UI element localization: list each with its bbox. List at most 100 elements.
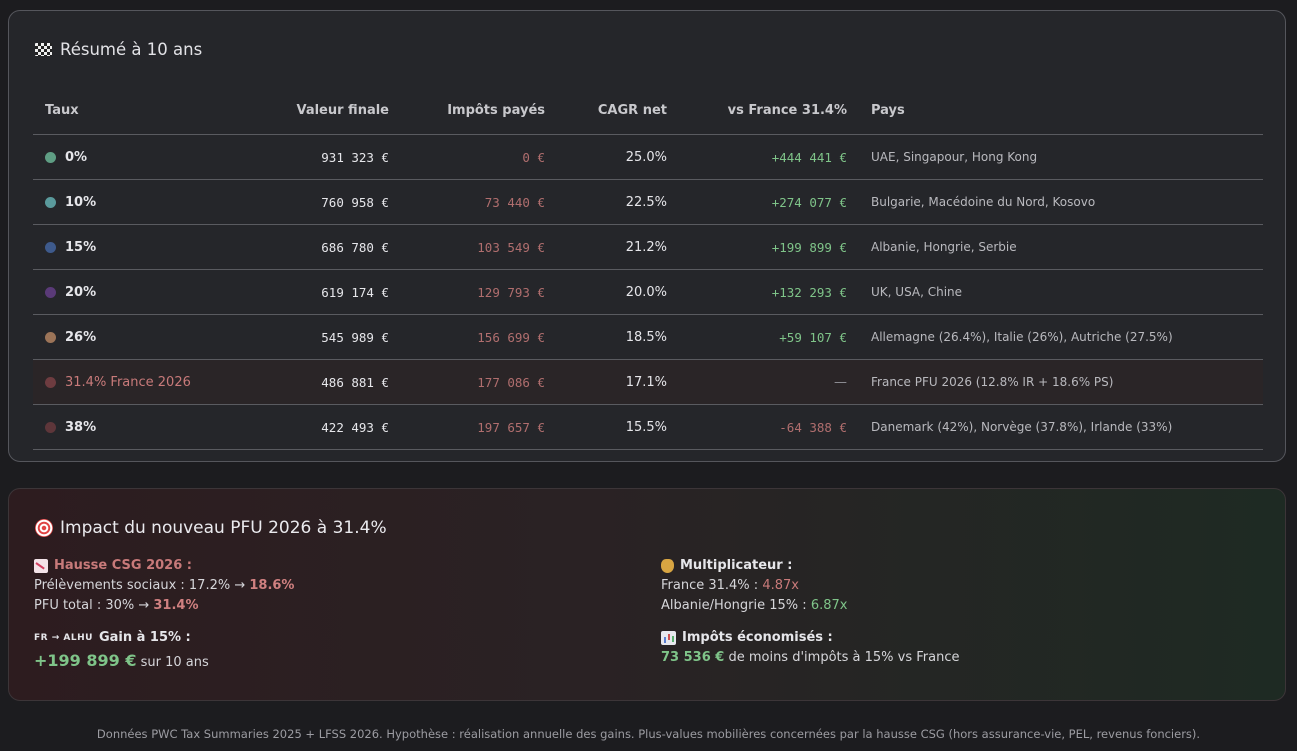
summary-title: Résumé à 10 ans (35, 40, 202, 59)
table-row: 26% 545 989 €156 699 €18.5% +59 107 € Allem… (33, 314, 1263, 360)
summary-card: Résumé à 10 ans Taux Valeur finale Impôt… (8, 10, 1286, 462)
cell-vs-france: +274 077 € (679, 179, 859, 225)
rate-label: 15% (65, 239, 97, 255)
rate-color-dot (45, 376, 56, 388)
cell-cagr: 25.0% (557, 134, 679, 180)
multiplier-france-value: 4.87x (762, 578, 799, 593)
flags-fr-alhu: FR → ALHU (34, 633, 93, 643)
cell-cagr: 22.5% (557, 179, 679, 225)
cell-cagr: 17.1% (557, 359, 679, 405)
cell-taxes-paid: 156 699 € (401, 314, 557, 360)
cell-taxes-paid: 73 440 € (401, 179, 557, 225)
csg-line-pfu-value: 31.4% (153, 598, 199, 613)
cell-vs-france: +59 107 € (679, 314, 859, 360)
cell-countries: Bulgarie, Macédoine du Nord, Kosovo (859, 179, 1263, 225)
cell-rate: 0% (33, 134, 217, 180)
csg-line-pfu: PFU total : 30% → 31.4% (34, 596, 294, 616)
cell-vs-france: +444 441 € (679, 134, 859, 180)
cell-vs-france: +132 293 € (679, 269, 859, 315)
csg-line-pfu-label: PFU total : 30% → (34, 598, 154, 613)
gain-title: FR → ALHU Gain à 15% : (34, 628, 294, 648)
cell-taxes-paid: 177 086 € (401, 359, 557, 405)
rate-color-dot (45, 331, 56, 343)
target-icon (35, 519, 53, 537)
csg-line-social: Prélèvements sociaux : 17.2% → 18.6% (34, 576, 294, 596)
cell-final-value: 545 989 € (217, 314, 401, 360)
multiplier-title: Multiplicateur : (661, 556, 959, 576)
cell-countries: Albanie, Hongrie, Serbie (859, 224, 1263, 270)
rate-label: 0% (65, 149, 88, 165)
chart-decreasing-icon (34, 559, 48, 573)
cell-rate: 38% (33, 404, 217, 450)
gain-line: +199 899 € sur 10 ans (34, 651, 294, 673)
csg-line-social-label: Prélèvements sociaux : 17.2% → (34, 578, 250, 593)
gain-title-text: Gain à 15% : (98, 630, 191, 645)
cell-countries: UAE, Singapour, Hong Kong (859, 134, 1263, 180)
cell-final-value: 760 958 € (217, 179, 401, 225)
cell-rate: 15% (33, 224, 217, 270)
footer-note: Données PWC Tax Summaries 2025 + LFSS 20… (96, 727, 1201, 741)
rate-color-dot (45, 421, 56, 433)
summary-title-text: Résumé à 10 ans (60, 40, 203, 59)
cell-taxes-paid: 103 549 € (401, 224, 557, 270)
table-row: 0% 931 323 €0 €25.0% +444 441 € UAE, Singap… (33, 134, 1263, 180)
impact-left-column: Hausse CSG 2026 : Prélèvements sociaux :… (34, 556, 294, 673)
cell-cagr: 20.0% (557, 269, 679, 315)
rate-color-dot (45, 241, 56, 253)
multiplier-alhu-label: Albanie/Hongrie 15% : (661, 598, 811, 613)
header-rate: Taux (33, 87, 217, 135)
rate-label: 31.4% France 2026 (65, 374, 191, 390)
cell-vs-france: -64 388 € (679, 404, 859, 450)
saved-suffix: de moins d'impôts à 15% vs France (724, 650, 960, 665)
cell-countries: France PFU 2026 (12.8% IR + 18.6% PS) (859, 359, 1263, 405)
header-countries: Pays (859, 87, 1263, 135)
header-final-value: Valeur finale (217, 87, 401, 135)
impact-card: Impact du nouveau PFU 2026 à 31.4% Hauss… (8, 488, 1286, 701)
cell-cagr: 18.5% (557, 314, 679, 360)
rate-label: 10% (65, 194, 97, 210)
rate-color-dot (45, 196, 56, 208)
gain-suffix: sur 10 ans (136, 655, 209, 670)
cell-taxes-paid: 129 793 € (401, 269, 557, 315)
cell-cagr: 15.5% (557, 404, 679, 450)
cell-vs-france: — (679, 359, 859, 405)
csg-title: Hausse CSG 2026 : (34, 556, 294, 576)
cell-countries: Danemark (42%), Norvège (37.8%), Irlande… (859, 404, 1263, 450)
saved-line: 73 536 € de moins d'impôts à 15% vs Fran… (661, 648, 959, 668)
gain-value: +199 899 € (34, 651, 137, 670)
bar-chart-icon (661, 631, 676, 645)
table-row: 38% 422 493 €197 657 €15.5% -64 388 € Danem… (33, 404, 1263, 450)
impact-title: Impact du nouveau PFU 2026 à 31.4% (35, 518, 387, 538)
multiplier-france: France 31.4% : 4.87x (661, 576, 959, 596)
header-vs-france: vs France 31.4% (679, 87, 859, 135)
table-row: 10% 760 958 €73 440 €22.5% +274 077 € Bulga… (33, 179, 1263, 225)
table-header-row: Taux Valeur finale Impôts payés CAGR net… (33, 87, 1263, 135)
header-cagr: CAGR net (557, 87, 679, 135)
cell-final-value: 422 493 € (217, 404, 401, 450)
table-row: 31.4% France 2026 486 881 €177 086 €17.1%… (33, 359, 1263, 405)
impact-right-column: Multiplicateur : France 31.4% : 4.87x Al… (661, 556, 959, 668)
checkered-flag-icon (35, 43, 52, 56)
csg-title-text: Hausse CSG 2026 : (54, 558, 192, 573)
rate-label: 38% (65, 419, 97, 435)
cell-vs-france: +199 899 € (679, 224, 859, 270)
cell-rate: 10% (33, 179, 217, 225)
saved-title-text: Impôts économisés : (682, 630, 833, 645)
cell-cagr: 21.2% (557, 224, 679, 270)
multiplier-alhu-value: 6.87x (810, 598, 848, 613)
cell-taxes-paid: 197 657 € (401, 404, 557, 450)
cell-final-value: 931 323 € (217, 134, 401, 180)
cell-rate: 20% (33, 269, 217, 315)
cell-final-value: 686 780 € (217, 224, 401, 270)
cell-taxes-paid: 0 € (401, 134, 557, 180)
rate-label: 20% (65, 284, 97, 300)
summary-table: Taux Valeur finale Impôts payés CAGR net… (33, 87, 1263, 450)
multiplier-alhu: Albanie/Hongrie 15% : 6.87x (661, 596, 959, 616)
cell-rate: 26% (33, 314, 217, 360)
table-row: 20% 619 174 €129 793 €20.0% +132 293 € UK, … (33, 269, 1263, 315)
header-taxes-paid: Impôts payés (401, 87, 557, 135)
cell-rate: 31.4% France 2026 (33, 359, 217, 405)
multiplier-france-label: France 31.4% : (661, 578, 763, 593)
money-bag-icon (661, 559, 674, 573)
impact-title-text: Impact du nouveau PFU 2026 à 31.4% (60, 518, 387, 538)
